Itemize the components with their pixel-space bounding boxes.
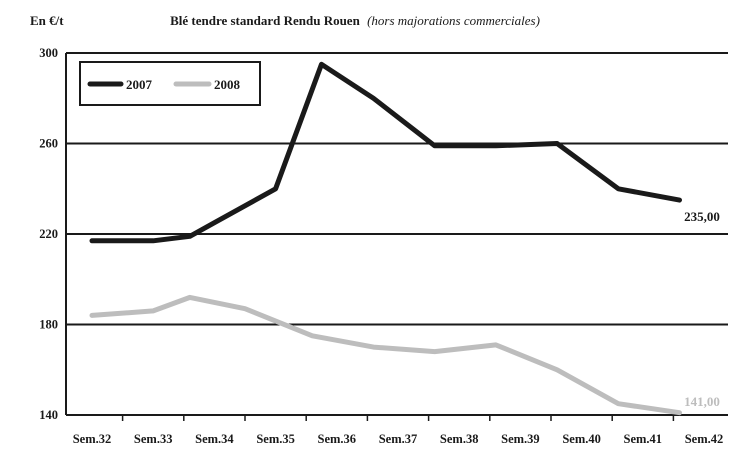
legend-item-2007: 2007 bbox=[87, 77, 153, 92]
x-tick-label: Sem.42 bbox=[685, 432, 724, 446]
y-tick-label: 180 bbox=[39, 318, 58, 332]
gridlines bbox=[65, 52, 728, 416]
x-axis-ticks: Sem.32 Sem.33 Sem.34 Sem.35 Sem.36 Sem.37 Sem.… bbox=[73, 415, 724, 446]
chart-subtitle: (hors majorations commerciales) bbox=[367, 13, 540, 28]
y-tick-label: 220 bbox=[39, 227, 58, 241]
chart-title: Blé tendre standard Rendu Rouen bbox=[170, 13, 361, 28]
x-tick-label: Sem.33 bbox=[134, 432, 173, 446]
y-tick-label: 140 bbox=[39, 408, 58, 422]
data-labels: 235,00 141,00 bbox=[684, 209, 720, 409]
legend-item-2008: 2008 bbox=[173, 77, 241, 92]
x-tick-label: Sem.37 bbox=[379, 432, 418, 446]
x-tick-label: Sem.40 bbox=[562, 432, 601, 446]
y-tick-label: 260 bbox=[39, 137, 58, 151]
y-axis-label: En €/t bbox=[30, 13, 64, 28]
legend-label: 2007 bbox=[126, 77, 153, 92]
x-tick-label: Sem.36 bbox=[318, 432, 357, 446]
x-tick-label: Sem.34 bbox=[195, 432, 234, 446]
x-tick-label: Sem.39 bbox=[501, 432, 540, 446]
x-tick-label: Sem.32 bbox=[73, 432, 112, 446]
chart-title-line: Blé tendre standard Rendu Rouen (hors ma… bbox=[170, 13, 540, 28]
x-tick-label: Sem.41 bbox=[624, 432, 663, 446]
legend-label: 2008 bbox=[214, 77, 241, 92]
data-label-2007: 235,00 bbox=[684, 209, 720, 224]
series-line-2008 bbox=[89, 294, 682, 416]
y-axis-ticks: 140 180 220 260 300 bbox=[39, 46, 58, 422]
y-tick-label: 300 bbox=[39, 46, 58, 60]
legend: 2007 2008 bbox=[79, 61, 261, 106]
series-lines bbox=[89, 61, 682, 416]
data-label-2008: 141,00 bbox=[684, 394, 720, 409]
x-tick-label: Sem.35 bbox=[256, 432, 295, 446]
x-tick-label: Sem.38 bbox=[440, 432, 479, 446]
series-line-2007 bbox=[89, 61, 682, 244]
